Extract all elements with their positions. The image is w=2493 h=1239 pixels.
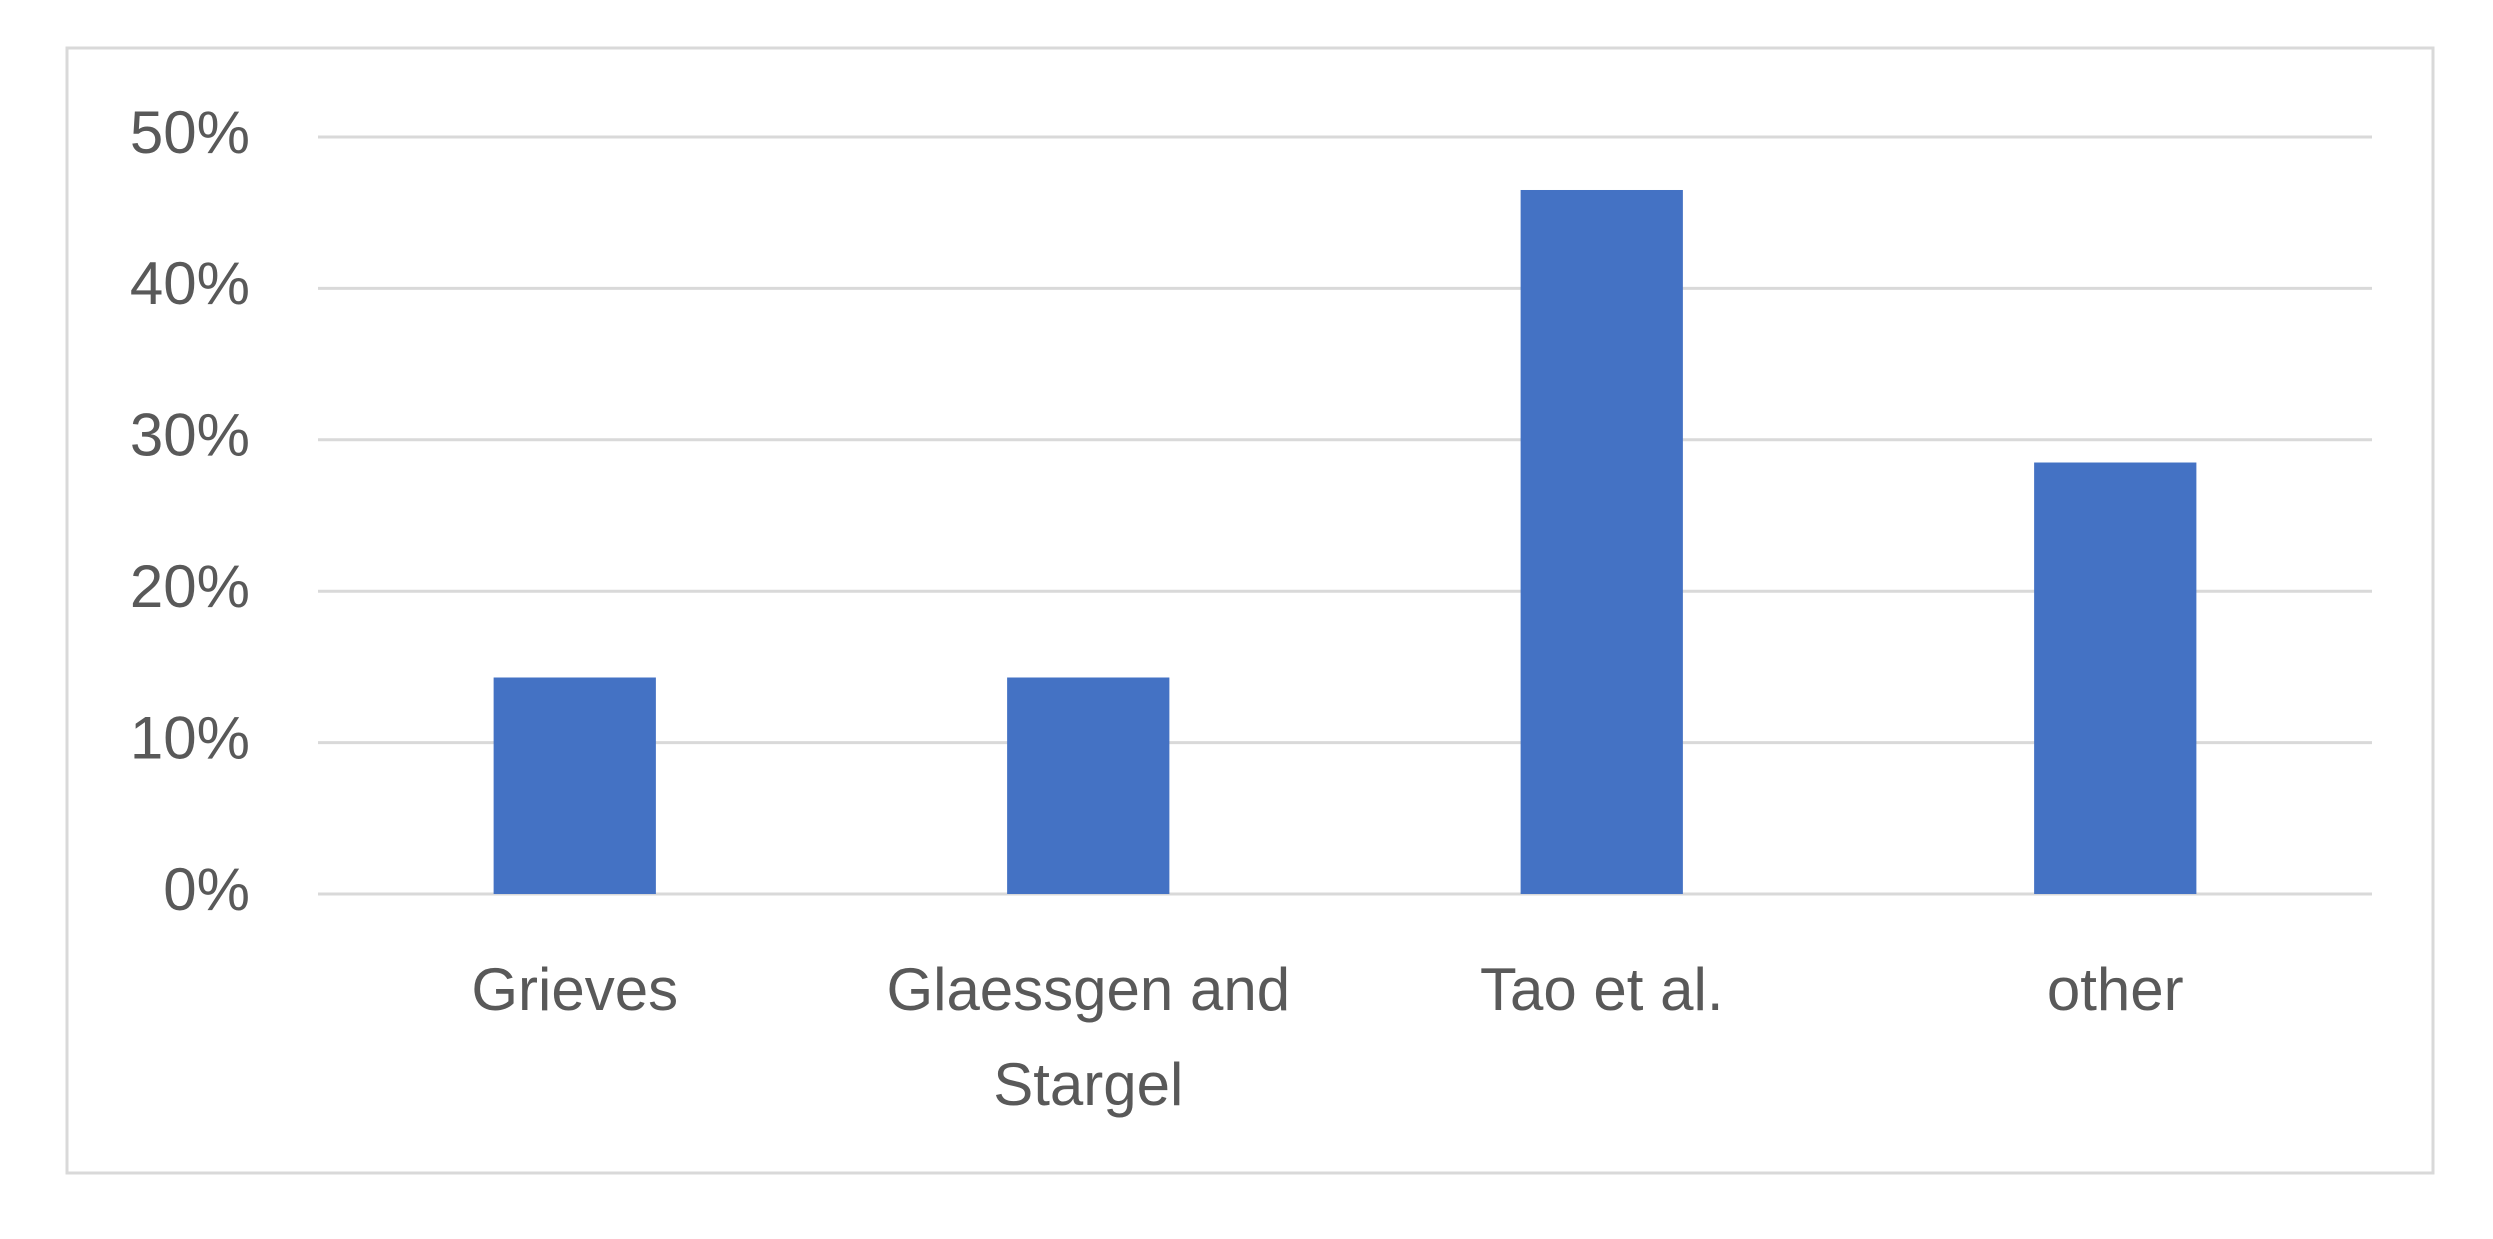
y-tick-label: 40%: [130, 250, 250, 317]
x-tick-label: other: [2046, 956, 2184, 1023]
bar: [1007, 677, 1170, 894]
bar: [493, 677, 656, 894]
y-tick-label: 20%: [130, 553, 250, 620]
y-tick-label: 10%: [130, 704, 250, 771]
bar: [2034, 462, 2197, 894]
y-tick-label: 30%: [130, 402, 250, 469]
x-tick-label: Glaessgen and Stargel: [886, 956, 1291, 1118]
y-tick-label: 50%: [130, 99, 250, 166]
bar: [1520, 189, 1683, 895]
y-tick-label: 0%: [163, 856, 250, 923]
x-tick-label: Grieves: [471, 956, 679, 1023]
x-tick-label: Tao et al.: [1480, 956, 1724, 1023]
